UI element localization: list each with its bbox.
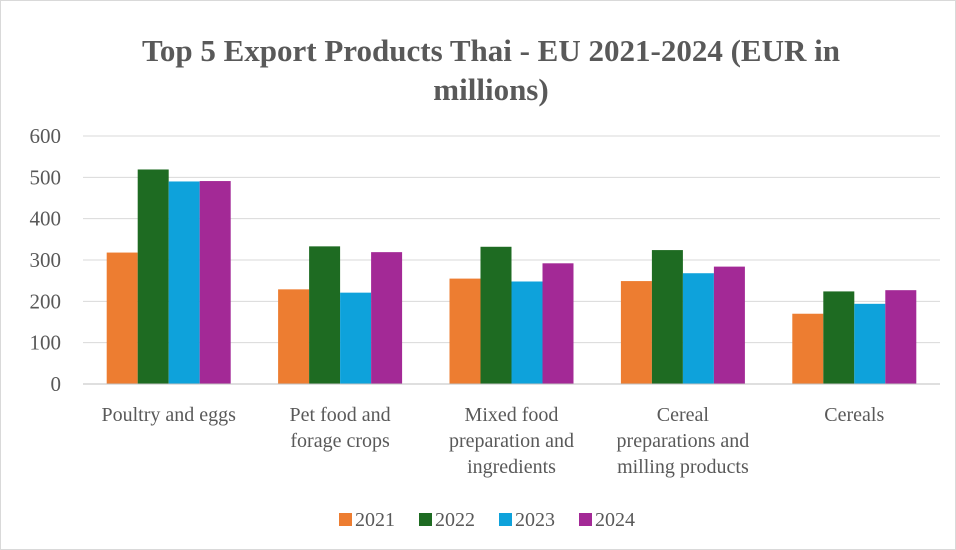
x-category-label-3-line-3: ingredients [467,456,556,478]
y-tick-label-400: 400 [30,207,62,231]
y-axis-ticks: 0 100 200 300 400 500 600 [30,124,62,396]
bar-2022-1 [137,169,169,384]
bar-2024-1 [199,181,231,384]
legend-swatch-2021 [339,513,352,526]
x-category-label-4-line-2: preparations and [617,430,750,452]
x-category-label-4-line-1: Cereal [657,404,710,426]
bar-2024-3 [542,263,574,384]
legend-swatch-2023 [499,513,512,526]
y-tick-label-600: 600 [30,124,62,148]
bar-2022-4 [651,250,683,384]
bar-2023-5 [854,303,886,384]
bar-2021-3 [449,278,481,384]
y-tick-label-300: 300 [30,248,62,272]
bars [106,169,917,384]
bar-2024-2 [371,252,403,384]
legend-label-2023: 2023 [515,509,555,531]
bar-2023-3 [511,281,543,384]
bar-2021-5 [792,313,824,384]
x-category-label-4-line-3: milling products [617,456,749,478]
y-tick-label-500: 500 [30,165,62,189]
bar-2023-4 [682,273,714,384]
y-tick-label-0: 0 [51,372,62,396]
x-category-label-3-line-1: Mixed food [465,404,559,426]
bar-2022-5 [823,291,855,384]
x-category-label-2-line-1: Pet food and [290,404,391,426]
x-category-label-2-line-2: forage crops [290,430,390,452]
bar-2023-1 [168,181,200,384]
x-axis-categories: Poultry and eggs Pet food and forage crops… [101,404,884,478]
x-category-label-3-line-2: preparation and [449,430,574,452]
x-category-label-1-line-1: Poultry and eggs [101,404,236,426]
chart-title: Top 5 Export Products Thai - EU 2021-202… [142,33,840,107]
y-tick-label-100: 100 [30,331,62,355]
bar-2021-1 [106,252,138,384]
y-tick-label-200: 200 [30,289,62,313]
chart-title-line-2: millions) [433,72,548,107]
legend-label-2024: 2024 [595,509,635,531]
legend-swatch-2022 [419,513,432,526]
x-category-label-5-line-1: Cereals [824,404,884,426]
bar-2022-3 [480,246,512,384]
bar-2023-2 [340,292,372,384]
legend-label-2021: 2021 [355,509,395,531]
bar-2022-2 [309,246,341,384]
bar-2021-2 [278,289,310,384]
chart-title-line-1: Top 5 Export Products Thai - EU 2021-202… [142,33,840,68]
legend-label-2022: 2022 [435,509,475,531]
legend: 2021 2022 2023 2024 [339,509,635,531]
bar-2021-4 [620,281,652,384]
bar-2024-5 [885,290,917,384]
legend-swatch-2024 [579,513,592,526]
bar-2024-4 [713,266,745,384]
